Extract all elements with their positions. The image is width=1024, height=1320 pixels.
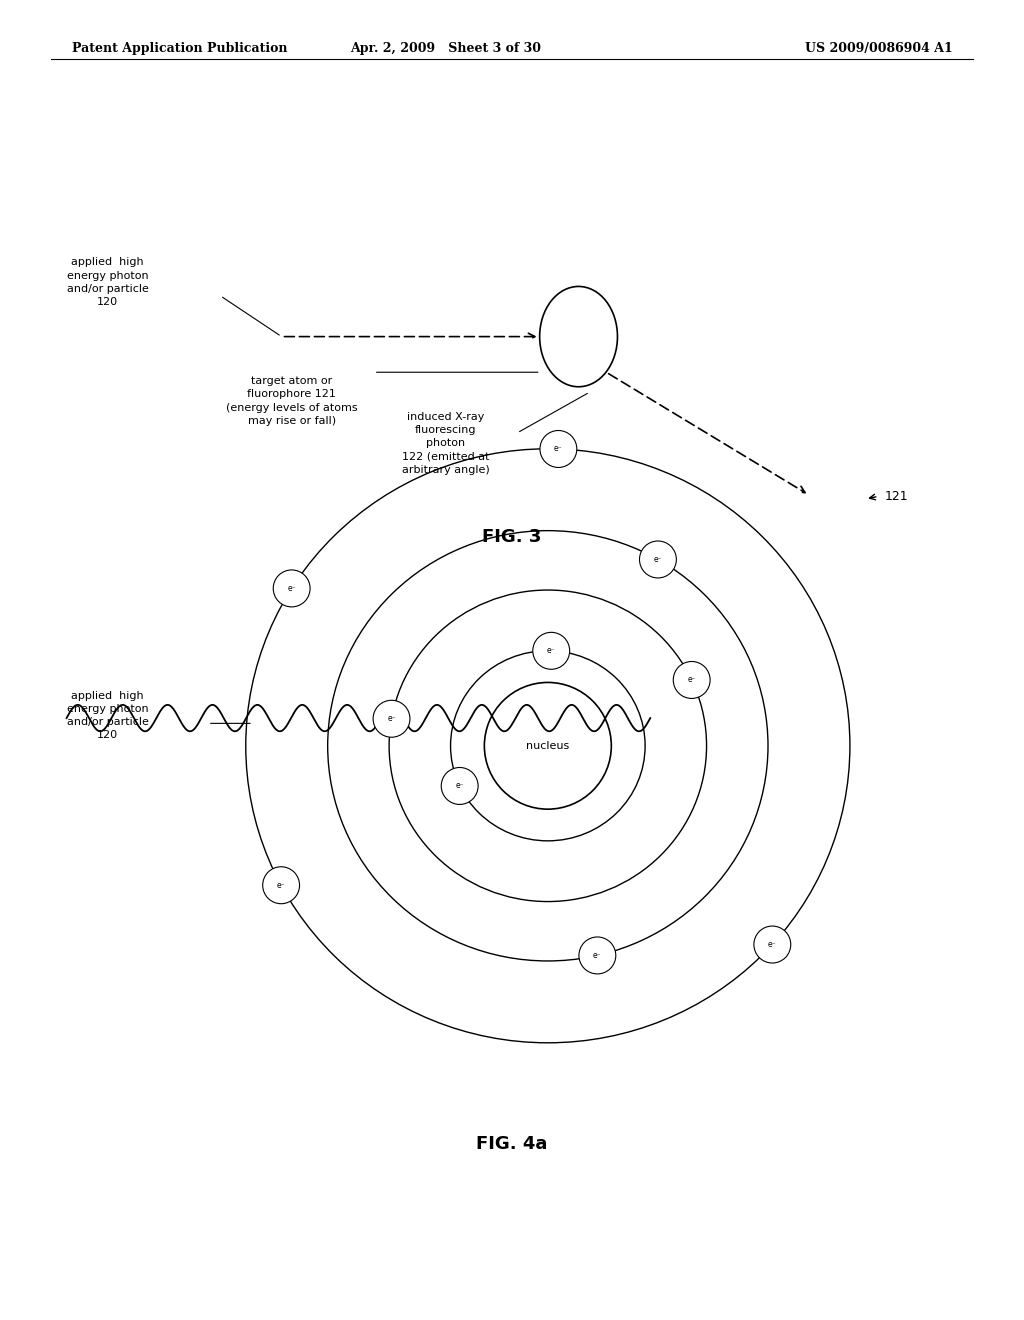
Ellipse shape xyxy=(673,661,710,698)
Ellipse shape xyxy=(639,541,677,578)
Text: e⁻: e⁻ xyxy=(547,647,556,655)
Text: induced X-ray
fluorescing
photon
122 (emitted at
arbitrary angle): induced X-ray fluorescing photon 122 (em… xyxy=(401,412,489,475)
Ellipse shape xyxy=(373,701,410,738)
Text: applied  high
energy photon
and/or particle
120: applied high energy photon and/or partic… xyxy=(67,257,148,308)
Text: e⁻: e⁻ xyxy=(288,583,296,593)
Text: e⁻: e⁻ xyxy=(593,950,602,960)
Text: nucleus: nucleus xyxy=(526,741,569,751)
Ellipse shape xyxy=(579,937,615,974)
Text: target atom or
fluorophore 121
(energy levels of atoms
may rise or fall): target atom or fluorophore 121 (energy l… xyxy=(226,376,357,426)
Text: e⁻: e⁻ xyxy=(276,880,286,890)
Text: e⁻: e⁻ xyxy=(687,676,696,685)
Text: applied  high
energy photon
and/or particle
120: applied high energy photon and/or partic… xyxy=(67,690,148,741)
Text: FIG. 4a: FIG. 4a xyxy=(476,1135,548,1154)
Text: e⁻: e⁻ xyxy=(456,781,464,791)
Ellipse shape xyxy=(532,632,569,669)
Text: Patent Application Publication: Patent Application Publication xyxy=(72,42,287,55)
Text: e⁻: e⁻ xyxy=(653,554,663,564)
Ellipse shape xyxy=(540,430,577,467)
Text: e⁻: e⁻ xyxy=(387,714,396,723)
Ellipse shape xyxy=(273,570,310,607)
Text: FIG. 3: FIG. 3 xyxy=(482,528,542,546)
Ellipse shape xyxy=(263,867,300,904)
Text: e⁻: e⁻ xyxy=(768,940,776,949)
Ellipse shape xyxy=(754,927,791,964)
Text: US 2009/0086904 A1: US 2009/0086904 A1 xyxy=(805,42,952,55)
Text: 121: 121 xyxy=(885,490,908,503)
Text: Apr. 2, 2009   Sheet 3 of 30: Apr. 2, 2009 Sheet 3 of 30 xyxy=(350,42,541,55)
Text: e⁻: e⁻ xyxy=(554,445,563,454)
Ellipse shape xyxy=(441,767,478,804)
